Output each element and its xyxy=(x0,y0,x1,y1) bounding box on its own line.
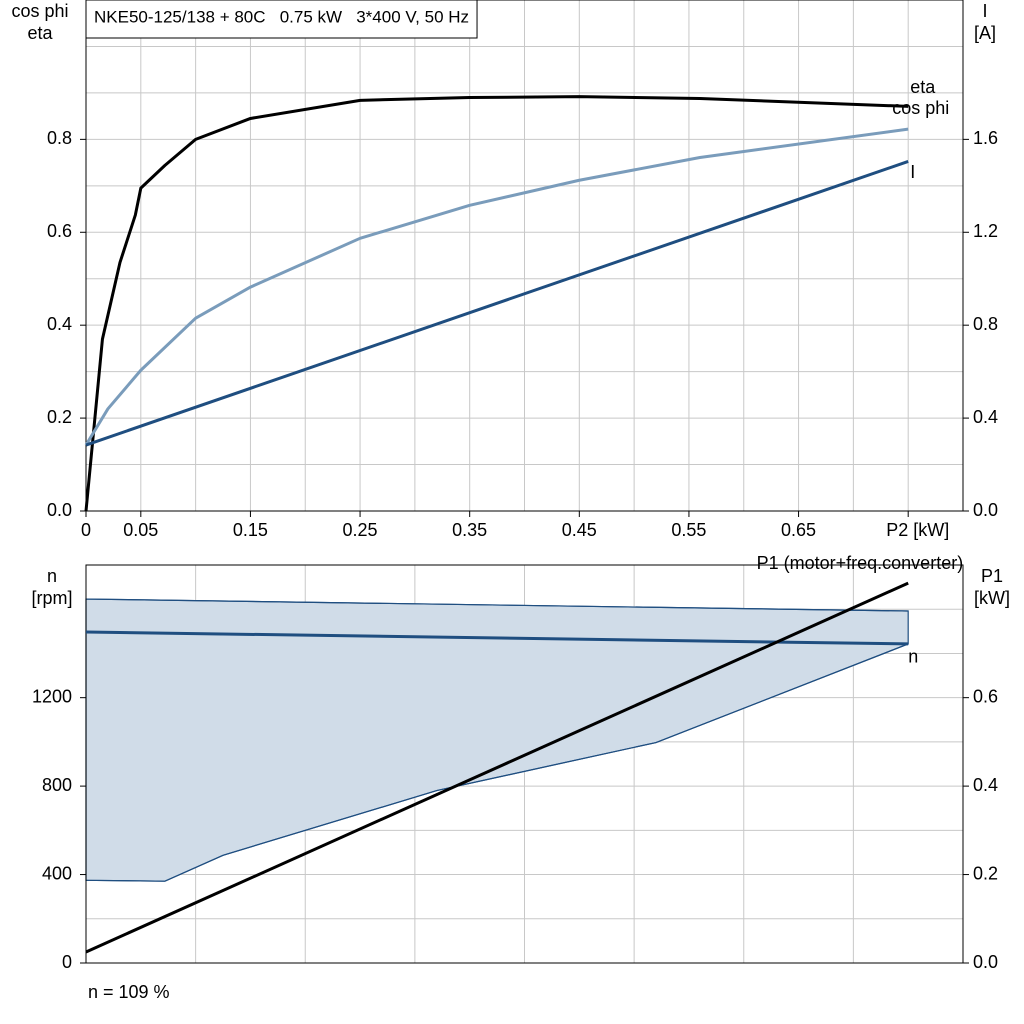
y-tick-label: 0.8 xyxy=(47,128,72,148)
y-axis-label: [rpm] xyxy=(31,588,72,608)
y2-tick-label: 0.0 xyxy=(973,952,998,972)
y-axis-label: cos phi xyxy=(11,1,68,21)
series-line xyxy=(84,95,909,512)
y2-axis-label: I xyxy=(982,1,987,21)
y-tick-label: 800 xyxy=(42,775,72,795)
y-tick-label: 1200 xyxy=(32,686,72,706)
y2-tick-label: 0.8 xyxy=(973,314,998,334)
x-tick-label: 0.25 xyxy=(343,520,378,540)
range-upper xyxy=(85,598,909,612)
footnote: n = 109 % xyxy=(88,982,170,1002)
series-label: I xyxy=(910,162,915,182)
x-tick-label: 0.35 xyxy=(452,520,487,540)
series-label: cos phi xyxy=(892,98,949,118)
y-axis-label: eta xyxy=(27,23,53,43)
series-line xyxy=(85,630,909,646)
y-tick-label: 0 xyxy=(62,952,72,972)
x-tick-label: 0.15 xyxy=(233,520,268,540)
y2-axis-label: P1 xyxy=(981,566,1003,586)
y2-axis-label: [kW] xyxy=(974,588,1010,608)
y2-axis-label: [A] xyxy=(974,23,996,43)
y2-tick-label: 1.6 xyxy=(973,128,998,148)
x-tick-label: 0.55 xyxy=(671,520,706,540)
plot-frame xyxy=(85,0,964,512)
range-lower xyxy=(85,643,909,882)
y-tick-label: 0.0 xyxy=(47,500,72,520)
series-label: n xyxy=(908,647,918,667)
series-label: P1 (motor+freq.converter) xyxy=(757,553,964,573)
y2-tick-label: 0.4 xyxy=(973,407,998,427)
series-line xyxy=(85,160,909,447)
series-label: eta xyxy=(910,77,936,97)
y-tick-label: 0.4 xyxy=(47,314,72,334)
x-tick-label: 0.05 xyxy=(123,520,158,540)
x-tick-label: P2 [kW] xyxy=(886,520,949,540)
x-tick-label: 0 xyxy=(81,520,91,540)
series-line xyxy=(85,581,909,954)
y2-tick-label: 0.2 xyxy=(973,863,998,883)
y2-tick-label: 0.0 xyxy=(973,500,998,520)
plot-frame xyxy=(85,564,964,964)
y2-tick-label: 1.2 xyxy=(973,221,998,241)
y-axis-label: n xyxy=(47,566,57,586)
series-line xyxy=(84,127,909,446)
title-box xyxy=(85,0,478,39)
x-tick-label: 0.65 xyxy=(781,520,816,540)
chart-title: NKE50-125/138 + 80C 0.75 kW 3*400 V, 50 … xyxy=(94,7,469,26)
x-tick-label: 0.45 xyxy=(562,520,597,540)
y2-tick-label: 0.6 xyxy=(973,686,998,706)
y-tick-label: 0.2 xyxy=(47,407,72,427)
y2-tick-label: 0.4 xyxy=(973,775,998,795)
y-tick-label: 400 xyxy=(42,863,72,883)
y-tick-label: 0.6 xyxy=(47,221,72,241)
